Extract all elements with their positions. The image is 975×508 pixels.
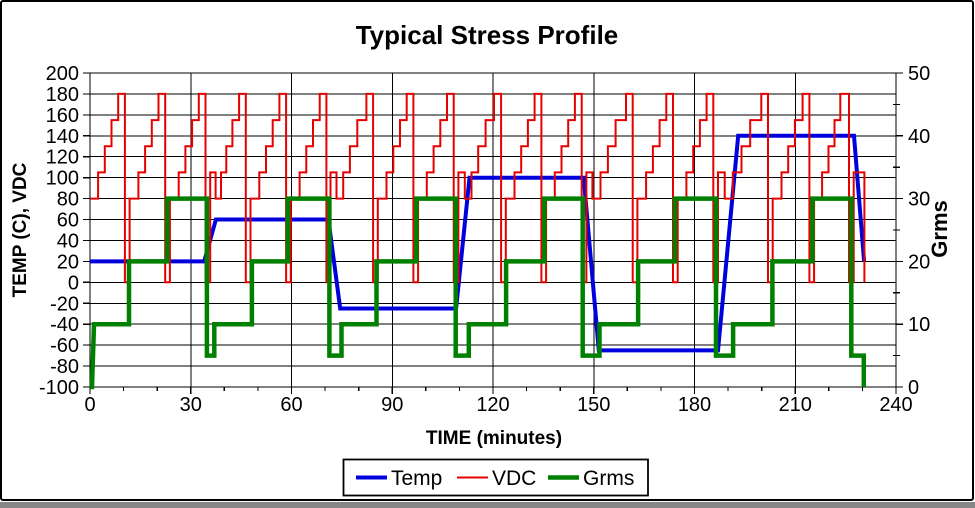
- temp-series-line: [90, 133, 867, 353]
- y-left-tick-label: 120: [46, 147, 79, 169]
- y-right-tick-label: 0: [908, 377, 919, 399]
- x-tick-label: 150: [577, 394, 610, 416]
- window-background-strip: [0, 502, 975, 508]
- plot-area-border: [89, 72, 897, 388]
- x-tick-label: 30: [180, 394, 202, 416]
- y-left-tick-label: 200: [46, 63, 79, 85]
- y-left-tick-label: -80: [50, 356, 79, 378]
- x-tick-label: 0: [84, 394, 95, 416]
- y-right-tick-label: 10: [908, 314, 930, 336]
- y-left-tick-label: 100: [46, 168, 79, 190]
- y-right-axis-title: Grms: [927, 200, 952, 257]
- grms-series-line: [89, 196, 867, 390]
- y-left-tick-label: -100: [39, 377, 79, 399]
- y-left-tick-label: 80: [57, 189, 79, 211]
- y-left-tick-label: 160: [46, 105, 79, 127]
- y-left-tick-label: 20: [57, 251, 79, 273]
- x-tick-label: 180: [678, 394, 711, 416]
- y-left-axis-title: TEMP (C), VDC: [10, 162, 31, 297]
- y-right-tick-label: 30: [908, 189, 930, 211]
- y-left-tick-label: 140: [46, 126, 79, 148]
- legend-vdc-label: VDC: [492, 467, 536, 490]
- chart-title: Typical Stress Profile: [356, 20, 619, 50]
- y-right-tick-label: 50: [908, 63, 930, 85]
- y-right-tick-label: 20: [908, 251, 930, 273]
- y-right-tick-label: 40: [908, 126, 930, 148]
- legend-grms-label: Grms: [583, 467, 634, 490]
- y-left-tick-label: -20: [50, 293, 79, 315]
- y-left-tick-label: 180: [46, 84, 79, 106]
- y-left-tick-label: -60: [50, 335, 79, 357]
- vdc-series-line: [90, 92, 866, 284]
- x-tick-label: 210: [779, 394, 812, 416]
- x-axis-title: TIME (minutes): [426, 428, 562, 449]
- legend-temp-label: Temp: [391, 467, 442, 490]
- y-left-tick-label: -40: [50, 314, 79, 336]
- y-left-tick-label: 0: [68, 272, 79, 294]
- y-left-tick-label: 40: [57, 230, 79, 252]
- x-tick-label: 240: [879, 394, 912, 416]
- y-left-tick-label: 60: [57, 210, 79, 232]
- x-tick-label: 60: [280, 394, 302, 416]
- x-tick-label: 90: [381, 394, 403, 416]
- x-tick-label: 120: [476, 394, 509, 416]
- legend: Temp VDC Grms: [342, 458, 649, 497]
- legend-box: [342, 458, 649, 497]
